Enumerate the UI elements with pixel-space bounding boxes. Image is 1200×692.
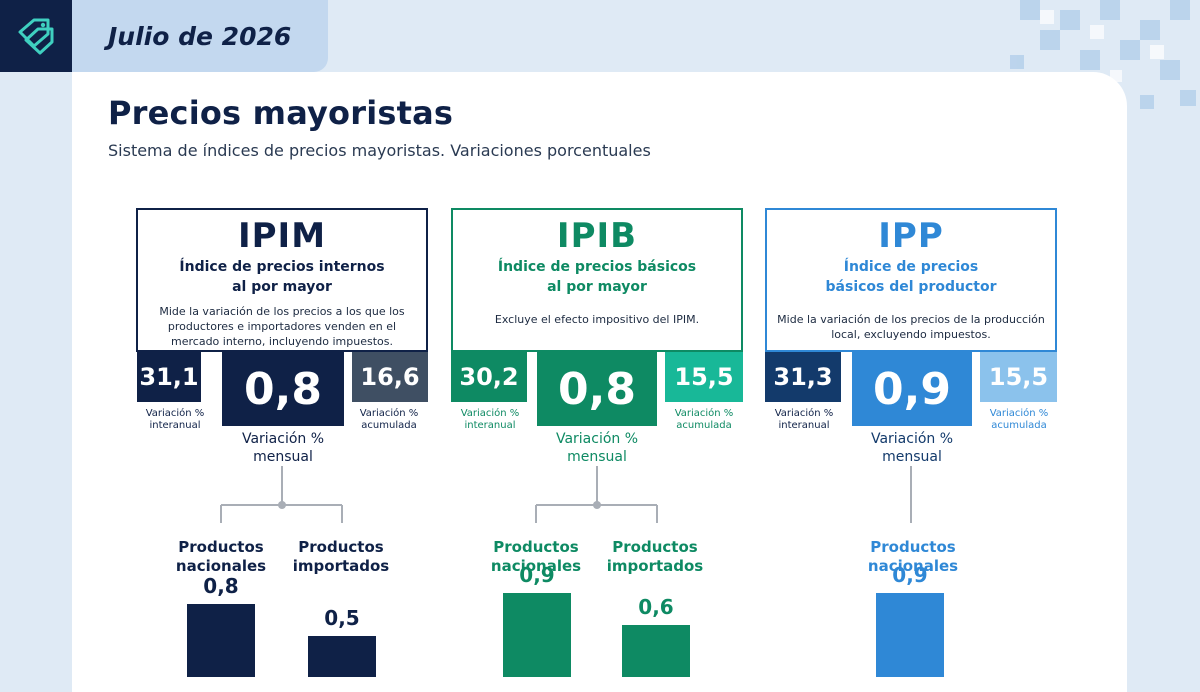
caption-line1: Variación % [460, 408, 520, 419]
index-name-line1: Índice de precios internos [179, 259, 385, 275]
index-description: Excluye el efecto impositivo del IPIM. [494, 313, 700, 326]
ipp-acumulada: 15,5 [980, 352, 1057, 402]
index-description: Mide la variación de los precios a los q… [159, 305, 405, 348]
index-name-line2: al por mayor [232, 279, 332, 295]
ipib-importados-label: Productos importados [595, 538, 715, 576]
ipp-mensual-caption: Variación % mensual [852, 430, 972, 466]
ipib-bar-value: 0,9 [519, 562, 555, 587]
ipib-bar-importados [622, 625, 690, 677]
caption-line1: Variación % [555, 431, 639, 447]
page-title: Precios mayoristas [108, 94, 454, 132]
page-subtitle: Sistema de índices de precios mayoristas… [108, 141, 651, 160]
ipib-bar-nacionales [503, 592, 571, 677]
ipp-nacionales-label: Productos nacionales [853, 538, 973, 576]
caption-line2: acumulada [361, 420, 417, 431]
price-tags-icon [18, 18, 54, 55]
caption-line1: Variación % [870, 431, 954, 447]
ipib-interanual-caption: Variación % interanual [446, 408, 534, 432]
caption-line2: interanual [149, 420, 201, 431]
index-code: IPIM [237, 216, 327, 256]
index-name-line2: al por mayor [547, 279, 647, 295]
caption-line2: acumulada [991, 420, 1047, 431]
ipp-bar-value: 0,9 [892, 562, 928, 587]
label-line2: importados [292, 557, 390, 575]
ipim-bar-importados [308, 636, 376, 677]
ipib-bar-value: 0,6 [638, 595, 674, 620]
ipib-acumulada-caption: Variación % acumulada [659, 408, 749, 432]
ipim-importados-label: Productos importados [281, 538, 401, 576]
ipib-mensual: 0,8 [537, 352, 657, 426]
ipim-bar-value: 0,8 [203, 573, 239, 598]
label-line1: Productos [493, 538, 579, 556]
caption-line1: Variación % [241, 431, 325, 447]
index-name-line1: Índice de precios básicos [497, 259, 697, 275]
ipib-interanual: 30,2 [451, 352, 527, 402]
label-line1: Productos [870, 538, 956, 556]
ipib-box: IPIB Índice de precios básicos al por ma… [451, 208, 743, 352]
caption-line2: interanual [464, 420, 516, 431]
index-name-line2: básicos del productor [825, 279, 997, 295]
label-line2: importados [606, 557, 704, 575]
ipp-mensual: 0,9 [852, 352, 972, 426]
ipim-bar-nacionales [187, 603, 255, 677]
label-line2: nacionales [175, 557, 267, 575]
ipp-box: IPP Índice de precios básicos del produc… [765, 208, 1057, 352]
label-line1: Productos [178, 538, 264, 556]
ipib-acumulada: 15,5 [665, 352, 743, 402]
logo-tile [0, 0, 72, 72]
label-line2: nacionales [490, 557, 582, 575]
ipp-bar-nacionales [876, 592, 944, 677]
index-name-line1: Índice de precios [843, 259, 979, 275]
caption-line2: mensual [567, 449, 627, 465]
connector-lines [220, 466, 912, 523]
caption-line1: Variación % [774, 408, 834, 419]
ipp-interanual: 31,3 [765, 352, 841, 402]
ipim-mensual: 0,8 [222, 352, 344, 426]
label-line1: Productos [612, 538, 698, 556]
index-description: Mide la variación de los precios de la p… [777, 313, 1045, 341]
ipim-interanual: 31,1 [137, 352, 201, 402]
caption-line2: mensual [882, 449, 942, 465]
label-line1: Productos [298, 538, 384, 556]
ipim-interanual-caption: Variación % interanual [130, 408, 220, 432]
date-label: Julio de 2026 [108, 21, 292, 51]
caption-line1: Variación % [674, 408, 734, 419]
label-line2: nacionales [867, 557, 959, 575]
caption-line1: Variación % [989, 408, 1049, 419]
index-code: IPP [878, 216, 944, 256]
ipib-mensual-caption: Variación % mensual [537, 430, 657, 466]
caption-line1: Variación % [359, 408, 419, 419]
caption-line2: mensual [253, 449, 313, 465]
caption-line1: Variación % [145, 408, 205, 419]
ipim-nacionales-label: Productos nacionales [161, 538, 281, 576]
index-code: IPIB [556, 216, 638, 256]
ipp-acumulada-caption: Variación % acumulada [974, 408, 1064, 432]
ipim-bar-value: 0,5 [324, 606, 360, 630]
ipp-interanual-caption: Variación % interanual [760, 408, 848, 432]
ipim-acumulada: 16,6 [352, 352, 428, 402]
ipim-acumulada-caption: Variación % acumulada [344, 408, 434, 432]
date-tab: Julio de 2026 [72, 0, 328, 72]
ipim-mensual-caption: Variación % mensual [222, 430, 344, 466]
caption-line2: acumulada [676, 420, 732, 431]
ipim-box: IPIM Índice de precios internos al por m… [136, 208, 428, 352]
caption-line2: interanual [778, 420, 830, 431]
ipib-nacionales-label: Productos nacionales [476, 538, 596, 576]
